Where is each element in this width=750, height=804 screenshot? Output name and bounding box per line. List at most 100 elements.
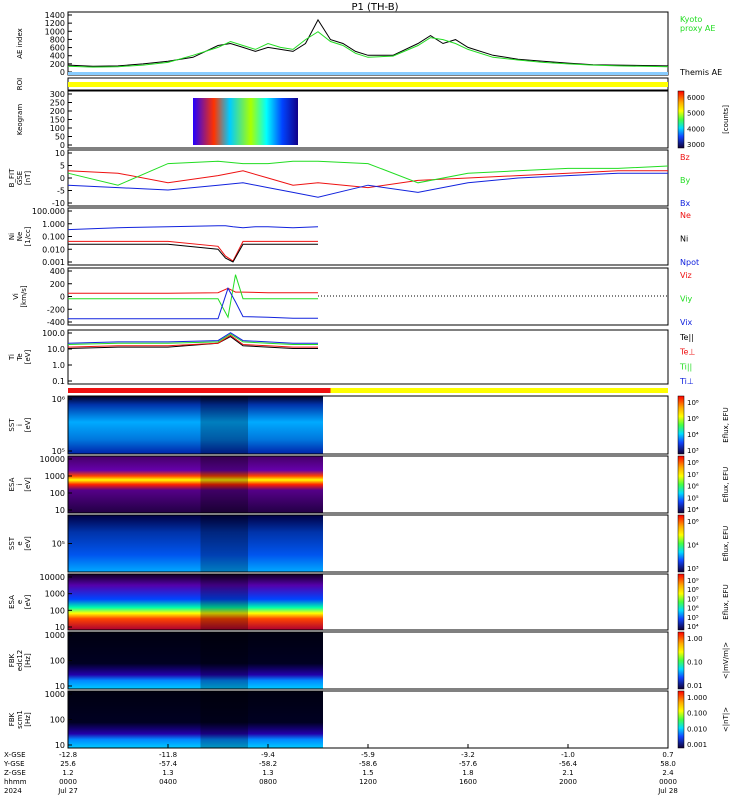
- colorbar-tick: 0.001: [687, 741, 707, 749]
- xaxis-row-label: Y-GSE: [3, 760, 25, 768]
- ytick-label: 10⁵: [52, 447, 65, 456]
- series-viy: [68, 274, 318, 319]
- mode-bar-fast: [330, 388, 668, 393]
- ylabel-text: [1/cc]: [24, 226, 32, 246]
- ylabel-text: i: [16, 424, 24, 426]
- legend-ti-: Ti||: [679, 362, 692, 371]
- colorbar-tick: 10⁷: [687, 471, 699, 479]
- colorbar-label: Eflux, EFU: [722, 526, 730, 561]
- xaxis-row-label: Z-GSE: [4, 769, 26, 777]
- spectrogram-esa_e: [68, 574, 323, 630]
- xtick-label: 0800: [259, 778, 277, 786]
- legend-ne: Ne: [680, 211, 691, 220]
- xtick-label: 0.7: [662, 751, 673, 759]
- xaxis-row-label: X-GSE: [4, 751, 26, 759]
- ylabel-text: [eV]: [24, 536, 32, 551]
- ytick-label: 100: [50, 489, 65, 498]
- panel-frame-esa_e: [67, 573, 669, 631]
- ylabel-text: [Hz]: [24, 712, 32, 727]
- ylabel-text: Ni: [8, 233, 16, 240]
- legend-themis-ae: Themis AE: [679, 68, 722, 77]
- ytick-label: 300: [50, 90, 65, 99]
- series-te-: [67, 336, 318, 349]
- xtick-label: 1.3: [262, 769, 273, 777]
- spectrogram-esa_i: [68, 456, 323, 513]
- ytick-label: 10: [55, 506, 65, 515]
- xtick-label: 1.5: [362, 769, 373, 777]
- ylabel-roi: ROI: [16, 78, 24, 90]
- ylabel-text: e: [16, 600, 24, 604]
- series-bz: [67, 170, 668, 189]
- colorbar-keogram: [677, 90, 685, 149]
- ytick-label: 100.0: [42, 329, 65, 338]
- xtick-label: -9.4: [261, 751, 275, 759]
- colorbar-tick: 0.10: [687, 659, 703, 667]
- xtick-label: -58.6: [359, 760, 378, 768]
- ytick-label: 400: [50, 52, 65, 61]
- ylabel-text: Ti: [8, 354, 16, 361]
- colorbar-tick: 10⁶: [687, 605, 699, 613]
- ytick-label: 0.001: [42, 258, 65, 267]
- ytick-label: 200: [50, 280, 65, 289]
- xtick-label: -1.0: [561, 751, 575, 759]
- legend-by: By: [680, 176, 690, 185]
- ylabel-text: [km/s]: [20, 285, 28, 308]
- spectrogram-event-fbk_e: [200, 632, 248, 689]
- colorbar-tick: 5000: [687, 110, 705, 118]
- colorbar-tick: 0.100: [687, 710, 707, 718]
- legend-te-: Te||: [679, 333, 694, 342]
- colorbar-label: Eflux, EFU: [722, 584, 730, 619]
- panel-frame-esa_i: [67, 455, 669, 514]
- colorbar-label: <|nT|>: [722, 707, 730, 732]
- plot-title: P1 (TH-B): [351, 2, 398, 13]
- ylabel-text: GSE: [16, 171, 24, 185]
- colorbar-label: [counts]: [722, 105, 730, 134]
- series-ti-: [67, 332, 318, 344]
- ylabel-density: Ni Ne [1/cc]: [8, 226, 32, 246]
- xtick-label: 1.3: [162, 769, 173, 777]
- series-themis-ae: [67, 18, 669, 67]
- ytick-label: 200: [50, 60, 65, 69]
- xtick-label: -11.8: [159, 751, 177, 759]
- ylabel-velocity: Vi [km/s]: [12, 285, 28, 308]
- ytick-label: 100: [50, 606, 65, 615]
- colorbar-tick: 10⁸: [687, 586, 699, 594]
- ylabel-ae: AE index: [16, 28, 24, 59]
- colorbar-tick: 10⁶: [687, 518, 699, 526]
- ytick-label: 0.1: [52, 377, 65, 386]
- xtick-label: 0000: [59, 778, 77, 786]
- ytick-label: 100: [50, 124, 65, 133]
- ytick-label: 0: [60, 68, 65, 77]
- ytick-label: 1000: [45, 590, 65, 599]
- ylabel-text: Te: [16, 353, 24, 361]
- ytick-label: 1.0: [52, 361, 65, 370]
- ytick-label: 10: [55, 149, 65, 158]
- series-ti-: [67, 333, 318, 345]
- roi-bar: [68, 82, 668, 87]
- ylabel-text: [eV]: [24, 417, 32, 432]
- ytick-label: 600: [50, 44, 65, 53]
- ytick-label: 10: [55, 682, 65, 691]
- spectrogram-event-fbk_b: [200, 691, 248, 748]
- xtick-label: -5.9: [361, 751, 375, 759]
- xtick-label: 1.8: [462, 769, 473, 777]
- panel-frame-temperature: [67, 329, 669, 385]
- xtick-label: 58.0: [660, 760, 676, 768]
- colorbar-sst_e: [677, 514, 685, 573]
- xtick-label: -12.8: [59, 751, 77, 759]
- colorbar-tick: 10⁸: [687, 459, 699, 467]
- ylabel-esa_e: ESA e [eV]: [8, 594, 32, 609]
- ylabel-bfield: B_FIT GSE [nT]: [8, 168, 32, 187]
- legend-ni: Ni: [680, 235, 688, 244]
- ytick-label: 0.100: [42, 233, 65, 242]
- xtick-label: 1200: [359, 778, 377, 786]
- ytick-label: 100: [50, 716, 65, 725]
- colorbar-label: Eflux, EFU: [722, 407, 730, 442]
- ylabel-text: edc12: [16, 650, 24, 672]
- series-npot: [67, 225, 319, 231]
- colorbar-tick: 10⁵: [687, 614, 699, 622]
- ylabel-text: e: [16, 541, 24, 545]
- ytick-label: 800: [50, 35, 65, 44]
- series-vix: [68, 287, 318, 320]
